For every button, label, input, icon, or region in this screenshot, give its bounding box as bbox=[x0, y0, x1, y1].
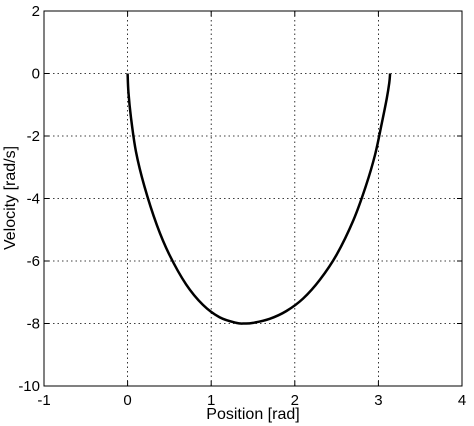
x-tick-label: 1 bbox=[207, 392, 215, 409]
series-layer bbox=[126, 73, 392, 325]
x-tick-label: 0 bbox=[123, 392, 131, 409]
plot-background bbox=[44, 11, 462, 386]
tick-labels: -1 0 1 2 3 4-10-8-6-4-202 bbox=[18, 3, 466, 409]
x-tick-label: 2 bbox=[291, 392, 299, 409]
x-tick-label: 3 bbox=[374, 392, 382, 409]
y-tick-label: -10 bbox=[18, 378, 40, 395]
y-tick-label: -4 bbox=[27, 191, 40, 208]
y-tick-label: -2 bbox=[27, 128, 40, 145]
x-axis-label: Position [rad] bbox=[206, 406, 299, 423]
y-axis-label: Velocity [rad/s] bbox=[2, 146, 19, 250]
y-tick-label: 0 bbox=[32, 66, 40, 83]
y-tick-label: 2 bbox=[32, 3, 40, 20]
y-tick-label: -6 bbox=[27, 253, 40, 270]
series-line bbox=[126, 73, 392, 325]
ticks bbox=[43, 10, 463, 387]
y-tick-label: -8 bbox=[27, 316, 40, 333]
x-tick-label: -1 bbox=[37, 392, 50, 409]
x-tick-label: 4 bbox=[458, 392, 466, 409]
